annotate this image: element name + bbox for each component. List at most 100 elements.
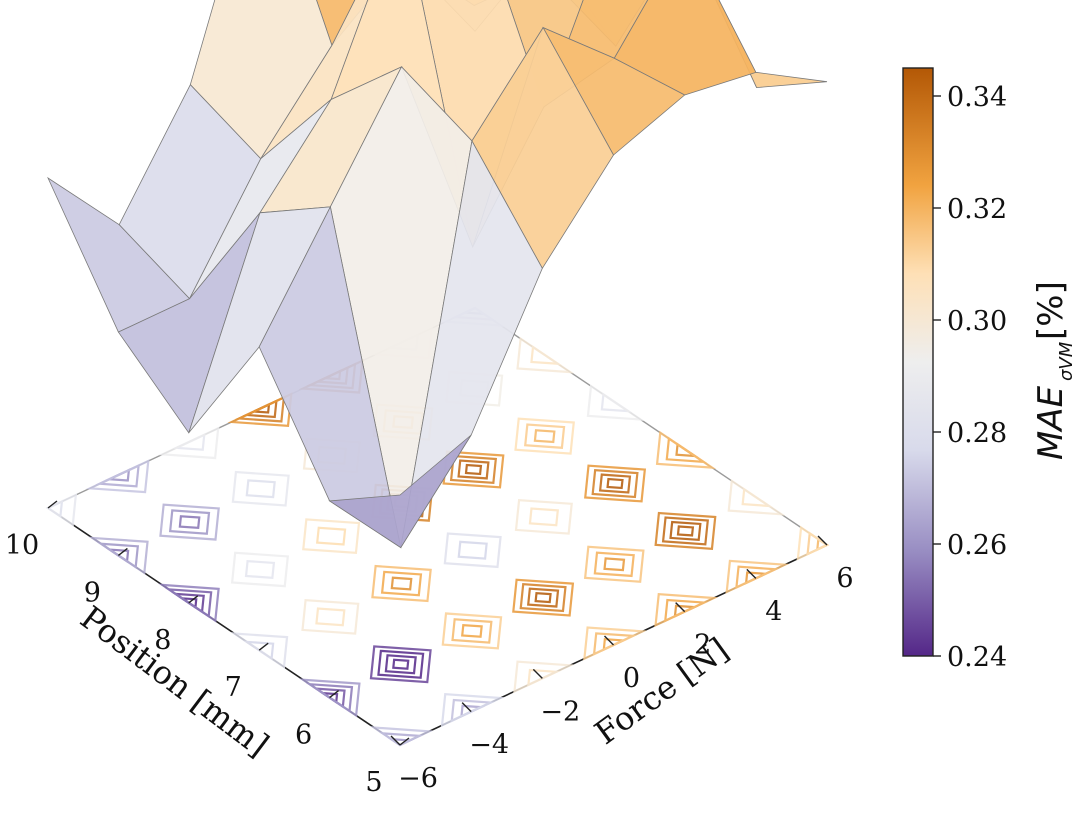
contour-line <box>606 477 624 490</box>
colorbar-tick-label: 0.32 <box>947 194 1007 225</box>
x-tick-label: −6 <box>398 763 438 794</box>
x-tick-label: 6 <box>836 563 853 594</box>
contour-line <box>603 557 626 572</box>
x-tick-mark <box>604 635 614 646</box>
y-tick-mark <box>399 737 410 746</box>
y-tick-label: 8 <box>154 625 171 656</box>
colorbar-label-sub: σVM <box>1056 341 1076 381</box>
contour-line <box>369 645 432 684</box>
contour-line <box>302 518 361 554</box>
y-tick-mark <box>188 595 199 604</box>
contour-line <box>441 612 503 650</box>
contour-line <box>512 578 575 617</box>
contour-line <box>727 478 786 516</box>
y-tick-mark <box>258 642 269 651</box>
colorbar-tick-label: 0.34 <box>947 82 1007 113</box>
contour-line <box>244 559 276 579</box>
contour-line <box>796 525 830 561</box>
contour-line <box>85 459 150 494</box>
contour-line <box>451 618 493 644</box>
contour-line <box>88 536 149 575</box>
colorbar-label-main: MAE <box>1031 385 1071 460</box>
y-tick-label: 6 <box>295 720 312 751</box>
x-tick-mark <box>390 735 401 746</box>
contour-line <box>457 459 490 480</box>
contour-line <box>371 564 432 603</box>
x-tick-mark <box>817 535 828 546</box>
contour-line <box>655 430 717 470</box>
contour-line <box>245 479 276 499</box>
colorbar-ticks: 0.24 0.26 0.28 0.30 0.32 0.34 <box>933 82 1007 673</box>
axis-ticks: −6 −4 −2 0 2 4 6 5 6 7 8 9 10 <box>5 500 854 798</box>
x-tick-label: −2 <box>540 696 580 727</box>
contour-line <box>230 551 290 588</box>
colorbar-tick-label: 0.24 <box>947 642 1007 673</box>
x-tick-mark <box>746 568 757 579</box>
contour-line <box>534 591 552 604</box>
contour-line <box>583 545 645 583</box>
colorbar-label: MAE σVM [%] <box>1031 281 1076 460</box>
colorbar-tick-label: 0.30 <box>947 306 1007 337</box>
contour-line <box>178 515 201 530</box>
colorbar-tick-label: 0.26 <box>947 530 1007 561</box>
contour-line <box>230 632 289 669</box>
contour-line <box>591 468 639 499</box>
surface-mesh <box>47 0 828 549</box>
contour-line <box>584 464 647 503</box>
y-tick-label: 5 <box>365 767 382 798</box>
y-tick-mark <box>329 690 340 699</box>
contour-line <box>461 623 483 638</box>
contour-line <box>440 693 505 728</box>
contour-line <box>676 525 695 537</box>
x-tick-label: 2 <box>694 630 711 661</box>
contour-line <box>661 516 709 546</box>
contour-line <box>669 520 702 542</box>
contour-line <box>443 532 502 569</box>
contour-line <box>457 540 488 560</box>
x-tick-label: 4 <box>765 596 782 627</box>
contour-line <box>442 450 505 489</box>
contour-line <box>315 526 347 546</box>
contour-line <box>384 654 417 675</box>
contour-line <box>158 426 220 460</box>
contour-line <box>654 593 719 628</box>
contour-line <box>390 576 413 591</box>
x-tick-label: 0 <box>623 663 640 694</box>
contour-line <box>593 551 635 578</box>
contour-line <box>315 607 346 627</box>
contour-line <box>524 423 566 449</box>
contour-line <box>526 587 560 608</box>
contour-line <box>45 493 78 527</box>
contour-line <box>514 417 575 455</box>
surface-patch <box>328 434 472 549</box>
contour-line <box>725 559 790 594</box>
contour-line <box>464 463 483 476</box>
contour-line <box>513 660 575 694</box>
contour-line <box>159 503 220 541</box>
contour-line <box>449 454 498 485</box>
colorbar-label-unit: [%] <box>1031 281 1071 340</box>
x-axis-title: Force [N] <box>588 630 736 752</box>
colorbar: 0.24 0.26 0.28 0.30 0.32 0.34 MAE σVM [%] <box>902 67 1076 673</box>
y-tick-label: 9 <box>84 577 101 608</box>
colorbar-gradient <box>902 67 934 657</box>
contour-line <box>370 726 434 747</box>
x-tick-mark <box>461 702 472 713</box>
contour-line <box>533 429 556 444</box>
contour-line <box>598 473 632 494</box>
y-tick-mark <box>117 547 128 556</box>
contour-line <box>514 499 573 535</box>
contour-line <box>516 336 575 374</box>
contour-line <box>528 507 560 527</box>
x-tick-mark <box>675 602 686 613</box>
contour-line <box>392 658 410 670</box>
colorbar-tick-label: 0.28 <box>947 418 1007 449</box>
y-tick-label: 7 <box>225 672 242 703</box>
y-axis-title: Position [mm] <box>73 598 276 764</box>
contour-line <box>583 626 647 661</box>
contour-line <box>227 392 293 428</box>
contour-line <box>519 583 567 613</box>
contour-line <box>654 511 717 550</box>
contour-line <box>586 384 645 421</box>
